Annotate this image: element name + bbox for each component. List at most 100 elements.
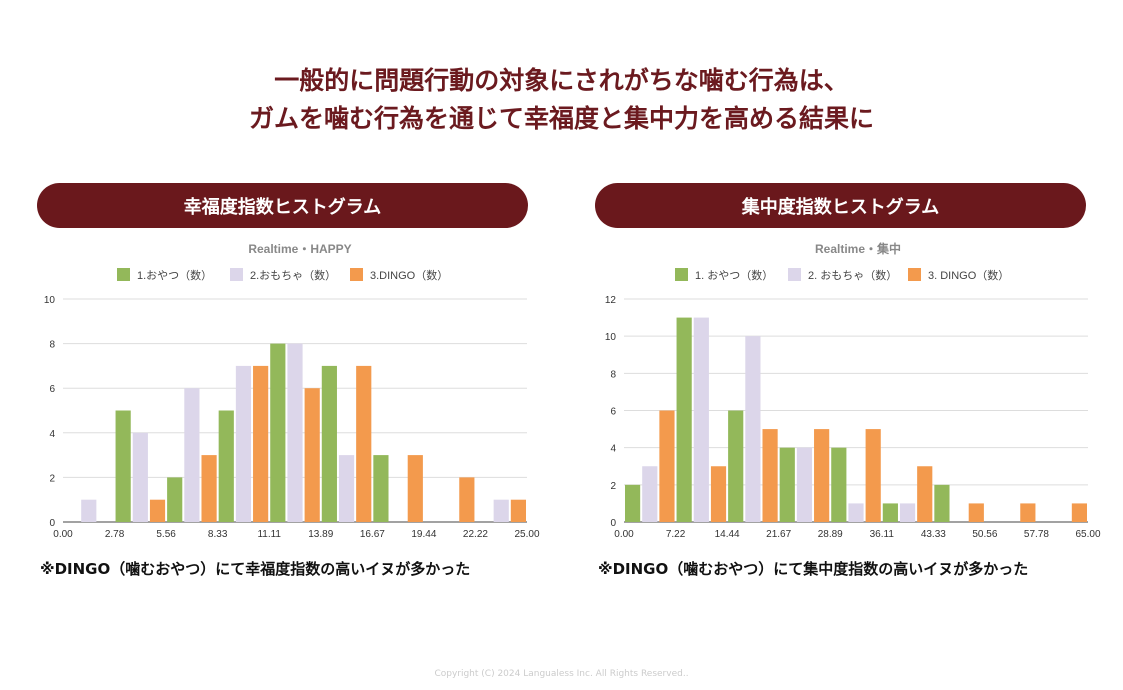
y-tick-label: 6 (610, 407, 616, 418)
histogram-bar (235, 365, 252, 522)
histogram-bar (865, 429, 881, 522)
x-tick-label: 21.67 (766, 529, 791, 540)
histogram-bar (167, 477, 183, 522)
histogram-bar (693, 317, 709, 522)
x-tick-label: 5.56 (156, 529, 176, 540)
happiness-panel-title: 幸福度指数ヒストグラム (37, 183, 528, 228)
histogram-bar (899, 503, 916, 522)
x-tick-label: 50.56 (972, 529, 997, 540)
histogram-bar (493, 499, 509, 522)
happiness-note: ※DINGO（噛むおやつ）にて幸福度指数の高いイヌが多かった (40, 560, 471, 578)
legend-label: 1.おやつ（数） (137, 269, 212, 282)
happiness-histogram: Realtime・HAPPY 1.おやつ（数） 2.おもちゃ（数） 3.DINGO（数… (44, 242, 540, 540)
y-tick-label: 8 (610, 369, 616, 380)
y-tick-label: 8 (49, 340, 55, 351)
legend-swatch (908, 268, 921, 281)
histogram-bar (81, 499, 97, 522)
histogram-bar (848, 503, 864, 522)
x-tick-label: 28.89 (818, 529, 843, 540)
legend-swatch (788, 268, 801, 281)
x-tick-label: 65.00 (1075, 529, 1100, 540)
histogram-bar (459, 477, 475, 522)
histogram-bar (968, 503, 984, 522)
histogram-bar (831, 447, 847, 522)
x-tick-label: 22.22 (463, 529, 488, 540)
histogram-bar (407, 455, 423, 522)
y-tick-label: 0 (49, 518, 55, 529)
histogram-bar (762, 429, 778, 522)
y-tick-label: 2 (49, 473, 55, 484)
legend-swatch (675, 268, 688, 281)
histogram-bar (184, 388, 200, 522)
histogram-bar (218, 410, 234, 522)
legend-label: 2.おもちゃ（数） (250, 269, 336, 282)
histogram-bar (710, 466, 727, 522)
x-tick-label: 16.67 (360, 529, 385, 540)
histogram-bar (745, 336, 761, 522)
histogram-bar (934, 484, 950, 522)
x-tick-label: 19.44 (411, 529, 436, 540)
histogram-bar (356, 365, 372, 522)
x-tick-label: 25.00 (514, 529, 539, 540)
copyright: Copyright (C) 2024 Langualess Inc. All R… (434, 669, 689, 679)
x-tick-label: 57.78 (1024, 529, 1049, 540)
headline: 一般的に問題行動の対象にされがちな噛む行為は、 ガムを噛む行為を通じて幸福度と集… (0, 62, 1123, 138)
x-tick-label: 7.22 (666, 529, 686, 540)
histogram-bar (642, 466, 658, 522)
histogram-bar (882, 503, 898, 522)
histogram-bar (201, 455, 217, 522)
y-tick-label: 2 (610, 481, 616, 492)
x-tick-label: 2.78 (105, 529, 125, 540)
y-tick-label: 12 (605, 295, 617, 306)
histogram-bar (287, 343, 303, 522)
histogram-bar (321, 365, 337, 522)
histogram-bar (814, 429, 830, 522)
histogram-bar (253, 365, 269, 522)
headline-line1: 一般的に問題行動の対象にされがちな噛む行為は、 (274, 66, 849, 95)
x-tick-label: 36.11 (870, 529, 895, 540)
focus-panel-title: 集中度指数ヒストグラム (595, 183, 1086, 228)
legend-label: 1. おやつ（数） (695, 269, 773, 282)
chart-title: Realtime・HAPPY (248, 242, 351, 256)
histogram-bar (779, 447, 795, 522)
histogram-bar (659, 410, 675, 522)
x-tick-label: 0.00 (53, 529, 73, 540)
y-tick-label: 4 (49, 429, 55, 440)
x-tick-label: 8.33 (208, 529, 228, 540)
x-tick-label: 13.89 (308, 529, 333, 540)
x-tick-label: 0.00 (614, 529, 634, 540)
y-tick-label: 4 (610, 444, 616, 455)
legend-swatch (117, 268, 130, 281)
histogram-bar (728, 410, 744, 522)
headline-line2: ガムを噛む行為を通じて幸福度と集中力を高める結果に (248, 104, 874, 133)
legend-label: 2. おもちゃ（数） (808, 269, 897, 282)
focus-histogram: Realtime・集中 1. おやつ（数） 2. おもちゃ（数） 3. DINGO（数… (605, 241, 1101, 540)
legend-label: 3. DINGO（数） (928, 269, 1009, 282)
histogram-bar (796, 447, 813, 522)
histogram-bar (338, 455, 355, 522)
x-tick-label: 43.33 (921, 529, 946, 540)
histogram-bar (625, 484, 641, 522)
histogram-bar (1071, 503, 1087, 522)
histogram-bar (917, 466, 933, 522)
y-tick-label: 10 (44, 295, 56, 306)
legend-swatch (350, 268, 363, 281)
legend-label: 3.DINGO（数） (370, 269, 448, 282)
histogram-bar (149, 499, 166, 522)
chart-title: Realtime・集中 (815, 241, 901, 256)
histogram-bar (132, 432, 148, 522)
y-tick-label: 6 (49, 384, 55, 395)
legend-swatch (230, 268, 243, 281)
histogram-bar (373, 455, 389, 522)
histogram-bar (115, 410, 131, 522)
histogram-bar (510, 499, 526, 522)
y-tick-label: 10 (605, 332, 617, 343)
y-tick-label: 0 (610, 518, 616, 529)
histogram-bar (304, 388, 320, 522)
focus-note: ※DINGO（噛むおやつ）にて集中度指数の高いイヌが多かった (598, 560, 1029, 578)
histogram-bar (1020, 503, 1036, 522)
histogram-bar (270, 343, 286, 522)
x-tick-label: 11.11 (257, 529, 281, 540)
histogram-bar (676, 317, 692, 522)
